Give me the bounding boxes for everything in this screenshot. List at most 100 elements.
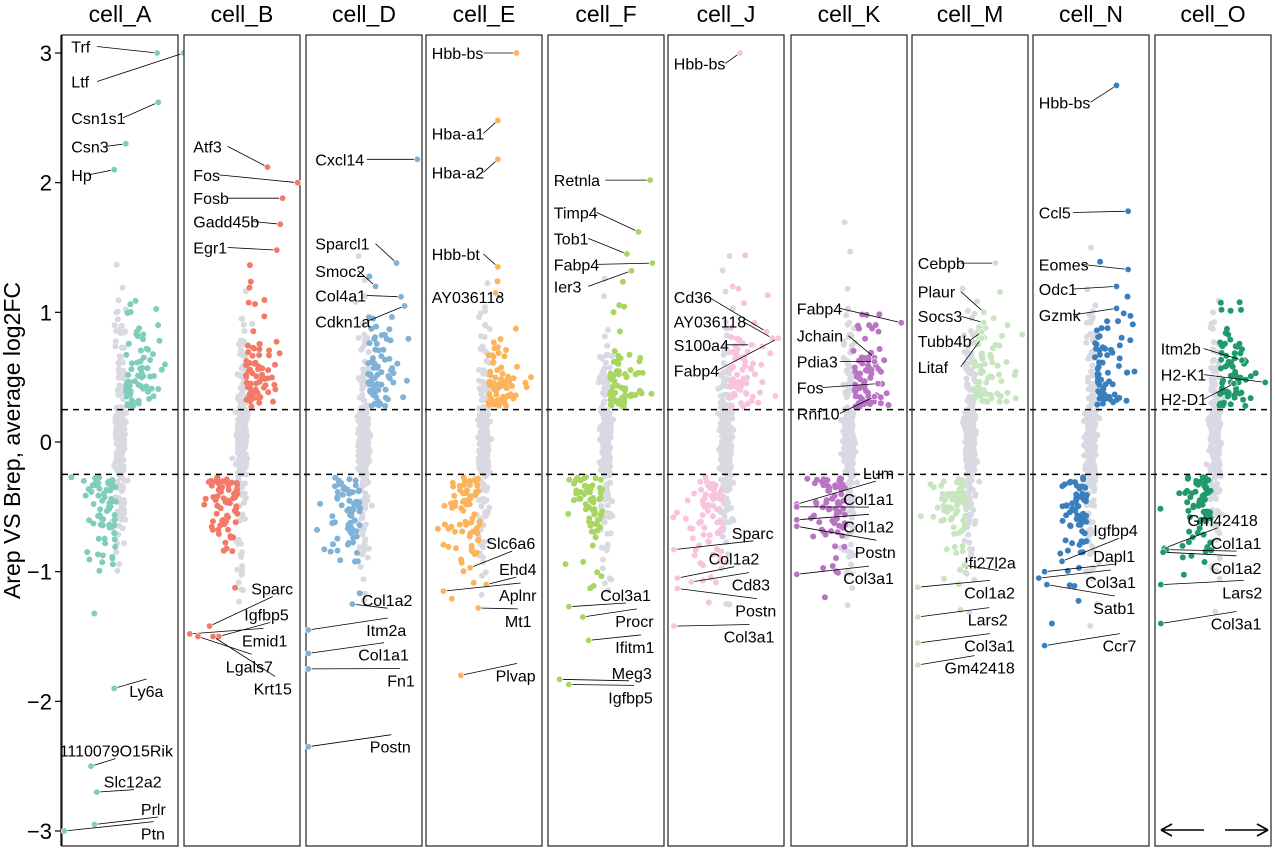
non-significant-point <box>356 544 363 551</box>
labeled-gene-point <box>565 680 573 688</box>
y-tick-label: 3 <box>40 41 52 66</box>
upregulated-point <box>740 379 747 386</box>
non-significant-point <box>365 545 372 552</box>
upregulated-point <box>394 360 401 367</box>
non-significant-point <box>361 277 368 284</box>
upregulated-point <box>1237 350 1244 357</box>
non-significant-point <box>963 375 970 382</box>
non-significant-point <box>721 342 728 349</box>
non-significant-point <box>969 404 976 411</box>
upregulated-point <box>1104 352 1111 359</box>
gene-label: Col1a2 <box>1211 561 1262 578</box>
labeled-gene-point <box>110 166 118 174</box>
labeled-gene-point <box>304 626 312 634</box>
downregulated-point <box>570 497 577 504</box>
upregulated-point <box>150 393 157 400</box>
gene-label: Gadd45b <box>193 215 259 232</box>
upregulated-point <box>607 391 614 398</box>
upregulated-point <box>373 394 380 401</box>
non-significant-point <box>719 267 726 274</box>
non-significant-point <box>363 476 370 483</box>
labeled-gene-point <box>492 289 500 297</box>
upregulated-point <box>883 390 890 397</box>
downregulated-point <box>225 486 232 493</box>
upregulated-point <box>755 399 762 406</box>
non-significant-point <box>606 575 613 582</box>
downregulated-point <box>1062 537 1069 544</box>
downregulated-point <box>1059 503 1066 510</box>
labeled-gene-point <box>793 516 801 524</box>
downregulated-point <box>1081 484 1088 491</box>
non-significant-point <box>1087 424 1094 431</box>
non-significant-point <box>970 415 977 422</box>
facet-title: cell_B <box>211 1 274 27</box>
non-significant-point <box>237 337 244 344</box>
downregulated-point <box>701 495 708 501</box>
non-significant-point <box>844 285 851 292</box>
non-significant-point <box>729 305 736 312</box>
downregulated-point <box>917 513 924 520</box>
gene-label: Eomes <box>1039 257 1089 274</box>
downregulated-point <box>587 522 594 529</box>
upregulated-point <box>876 346 883 352</box>
downregulated-point <box>823 499 830 506</box>
non-significant-point <box>604 489 611 496</box>
downregulated-point <box>96 567 103 574</box>
non-significant-point <box>966 489 972 496</box>
upregulated-point <box>510 375 517 382</box>
upregulated-point <box>403 377 410 384</box>
upregulated-point <box>133 331 140 338</box>
downregulated-point <box>1193 477 1200 484</box>
non-significant-point <box>239 439 246 446</box>
label-leader-line <box>673 540 754 550</box>
non-significant-point <box>113 413 120 419</box>
label-leader-line <box>460 663 518 676</box>
downregulated-point <box>329 513 336 520</box>
non-significant-point <box>362 501 369 508</box>
labeled-gene-point <box>304 665 312 673</box>
downregulated-point <box>99 559 106 566</box>
downregulated-point <box>475 488 482 495</box>
upregulated-point <box>977 390 984 397</box>
upregulated-point <box>137 347 144 354</box>
upregulated-point <box>385 373 392 380</box>
upregulated-point <box>261 297 268 303</box>
upregulated-point <box>494 278 501 285</box>
downregulated-point <box>714 546 721 553</box>
upregulated-point <box>1098 325 1105 332</box>
upregulated-point <box>368 325 375 332</box>
upregulated-point <box>380 346 387 353</box>
gene-label: Hbb-bs <box>432 46 484 63</box>
downregulated-point <box>470 579 477 586</box>
upregulated-point <box>371 384 378 391</box>
gene-label: H2-D1 <box>1161 392 1207 409</box>
non-significant-point <box>607 422 614 429</box>
facet-title: cell_K <box>818 1 881 27</box>
upregulated-point <box>128 366 135 373</box>
upregulated-point <box>1124 369 1130 376</box>
label-leader-line <box>358 270 376 287</box>
upregulated-point <box>750 360 757 367</box>
downregulated-point <box>234 486 241 493</box>
labeled-gene-point <box>627 267 635 275</box>
upregulated-point <box>272 361 278 368</box>
downregulated-point <box>577 477 584 484</box>
upregulated-point <box>758 361 765 368</box>
upregulated-point <box>494 344 501 351</box>
downregulated-point <box>68 474 75 481</box>
gene-label: Cdkn1a <box>315 314 370 331</box>
labeled-gene-point <box>687 578 695 586</box>
upregulated-point <box>378 353 385 360</box>
gene-label: Igfbp5 <box>244 608 289 625</box>
non-significant-point <box>850 472 857 479</box>
upregulated-point <box>971 395 978 402</box>
non-significant-point <box>357 563 364 570</box>
downregulated-point <box>1078 538 1085 545</box>
labeled-gene-point <box>279 194 287 202</box>
upregulated-point <box>129 360 135 367</box>
downregulated-point <box>1059 517 1066 524</box>
non-significant-point <box>596 436 603 443</box>
upregulated-point <box>256 352 263 359</box>
non-significant-point <box>360 576 367 583</box>
downregulated-point <box>825 487 832 494</box>
